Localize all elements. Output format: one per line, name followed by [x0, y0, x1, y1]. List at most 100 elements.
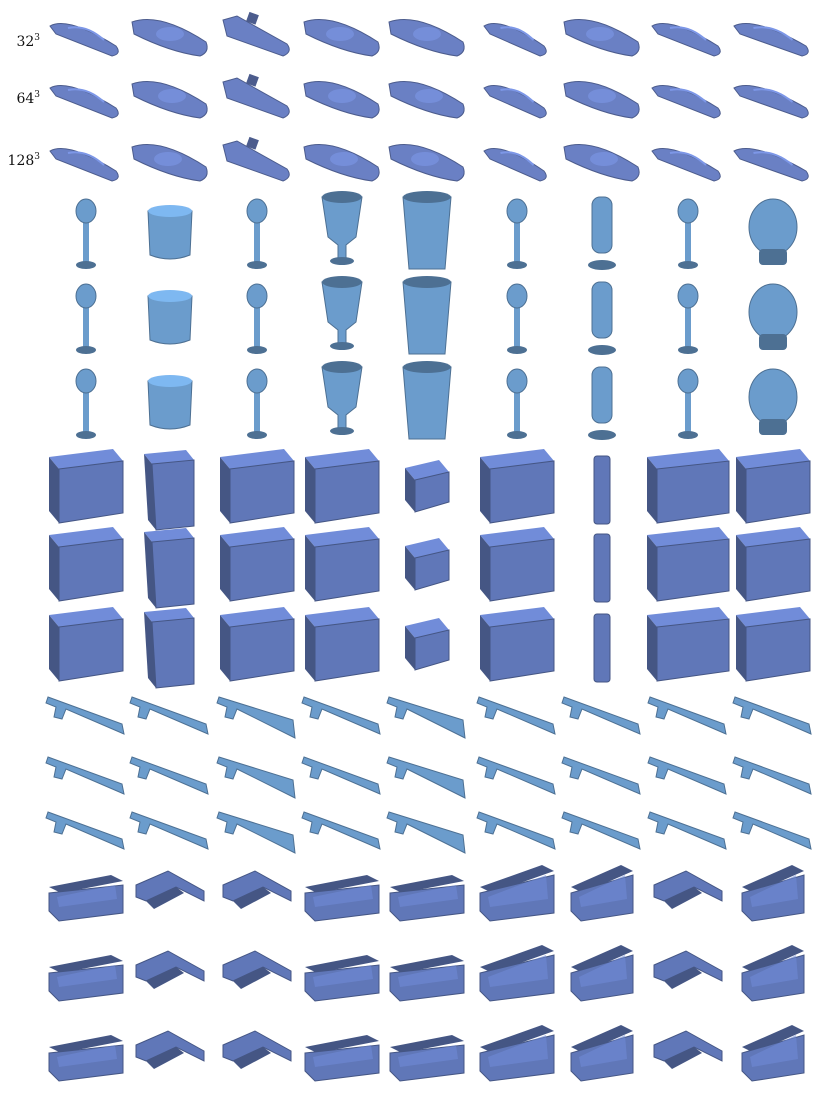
shape-rifles-res2-col7: [561, 756, 641, 795]
shape-boats-res2-col3: [222, 73, 290, 119]
shape-cabinets-res1-col6: [480, 449, 555, 524]
shape-lamps-res2-col9: [748, 283, 798, 350]
shape-lamps-res1-col9: [748, 198, 798, 265]
shape-sofas-res1-col7: [570, 865, 634, 922]
shape-sofas-res2-col3: [222, 950, 292, 989]
shape-rifles-res1-col3: [216, 696, 296, 739]
shape-rifles-res3-col5: [386, 811, 466, 854]
shape-cabinets-res3-col2: [144, 608, 195, 689]
shape-cabinets-res2-col4: [305, 527, 380, 602]
shape-rifles-res2-col9: [732, 756, 812, 795]
shape-sofas-res2-col6: [479, 945, 555, 1002]
shape-lamps-res3-col7: [588, 366, 616, 440]
shape-lamps-res1-col4: [321, 191, 363, 265]
shape-boats-res2-col6: [483, 85, 547, 119]
shape-lamps-res1-col3: [246, 198, 268, 269]
shape-cabinets-res3-col9: [736, 607, 811, 682]
shape-cabinets-res1-col1: [49, 449, 124, 524]
shape-rifles-res3-col3: [216, 811, 296, 854]
shape-lamps-res3-col2: [147, 375, 193, 430]
shape-boats-res3-col5: [388, 144, 465, 182]
shape-cabinets-res2-col5: [405, 538, 450, 591]
shape-lamps-res1-col7: [588, 196, 616, 270]
shape-cabinets-res3-col6: [480, 607, 555, 682]
shape-cabinets-res1-col7: [593, 455, 611, 525]
shape-boats-res2-col8: [651, 85, 721, 119]
shape-lamps-res1-col2: [147, 205, 193, 260]
shape-sofas-res1-col9: [741, 865, 805, 922]
shape-lamps-res2-col4: [321, 276, 363, 350]
shape-sofas-res2-col7: [570, 945, 634, 1002]
shape-cabinets-res1-col8: [647, 449, 730, 524]
shape-rifles-res2-col2: [129, 756, 209, 795]
shape-cabinets-res2-col8: [647, 527, 730, 602]
shape-sofas-res1-col1: [48, 875, 124, 922]
shape-boats-res1-col5: [388, 19, 465, 57]
shape-rifles-res3-col8: [647, 811, 727, 850]
shape-lamps-res2-col7: [588, 281, 616, 355]
row-label-64-base: 64: [16, 91, 35, 107]
shape-sofas-res2-col5: [389, 955, 465, 1002]
shape-rifles-res3-col6: [476, 811, 556, 850]
shape-boats-res3-col1: [49, 148, 119, 182]
shape-sofas-res3-col5: [389, 1035, 465, 1082]
shape-cabinets-res1-col4: [305, 449, 380, 524]
shape-boats-res3-col4: [303, 144, 380, 182]
shape-sofas-res1-col3: [222, 870, 292, 909]
shape-cabinets-res2-col2: [144, 528, 195, 609]
shape-sofas-res3-col7: [570, 1025, 634, 1082]
row-label-32: 323: [0, 33, 40, 50]
shape-lamps-res2-col2: [147, 290, 193, 345]
shape-cabinets-res3-col3: [220, 607, 295, 682]
shape-cabinets-res3-col7: [593, 613, 611, 683]
shape-sofas-res1-col6: [479, 865, 555, 922]
shape-cabinets-res1-col9: [736, 449, 811, 524]
shape-lamps-res3-col4: [321, 361, 363, 435]
shape-boats-res2-col4: [303, 81, 380, 119]
shape-sofas-res2-col2: [135, 950, 205, 989]
shape-sofas-res2-col8: [653, 950, 723, 989]
shape-rifles-res3-col1: [45, 811, 125, 850]
shape-boats-res3-col2: [131, 144, 208, 182]
shape-rifles-res3-col9: [732, 811, 812, 850]
shape-lamps-res3-col6: [506, 368, 528, 439]
row-label-64-exp: 3: [34, 90, 40, 100]
shape-sofas-res3-col1: [48, 1035, 124, 1082]
shape-boats-res2-col9: [733, 85, 809, 119]
shape-rifles-res2-col3: [216, 756, 296, 799]
shape-rifles-res3-col2: [129, 811, 209, 850]
shape-rifles-res2-col1: [45, 756, 125, 795]
shape-sofas-res1-col2: [135, 870, 205, 909]
shape-cabinets-res3-col5: [405, 618, 450, 671]
shape-rifles-res1-col4: [301, 696, 381, 735]
shape-lamps-res1-col1: [75, 198, 97, 269]
shape-rifles-res2-col5: [386, 756, 466, 799]
shape-boats-res2-col2: [131, 81, 208, 119]
shape-lamps-res2-col3: [246, 283, 268, 354]
shape-sofas-res3-col9: [741, 1025, 805, 1082]
shape-boats-res2-col7: [563, 81, 640, 119]
shape-sofas-res2-col1: [48, 955, 124, 1002]
row-label-64: 643: [0, 90, 40, 107]
row-label-128-exp: 3: [34, 152, 40, 162]
shape-sofas-res3-col4: [304, 1035, 380, 1082]
shape-lamps-res2-col8: [677, 283, 699, 354]
shape-lamps-res3-col1: [75, 368, 97, 439]
shape-boats-res3-col7: [563, 144, 640, 182]
shape-lamps-res2-col5: [402, 276, 452, 355]
shape-cabinets-res1-col2: [144, 450, 195, 531]
shape-rifles-res1-col1: [45, 696, 125, 735]
shape-boats-res1-col7: [563, 19, 640, 57]
shape-boats-res1-col4: [303, 19, 380, 57]
shape-rifles-res2-col4: [301, 756, 381, 795]
shape-sofas-res3-col3: [222, 1030, 292, 1069]
shape-rifles-res1-col6: [476, 696, 556, 735]
row-label-32-base: 32: [16, 34, 35, 50]
shape-lamps-res3-col5: [402, 361, 452, 440]
shape-boats-res1-col6: [483, 23, 547, 57]
shape-boats-res2-col5: [388, 81, 465, 119]
shape-boats-res1-col8: [651, 23, 721, 57]
shape-boats-res1-col9: [733, 23, 809, 57]
shape-boats-res3-col6: [483, 148, 547, 182]
